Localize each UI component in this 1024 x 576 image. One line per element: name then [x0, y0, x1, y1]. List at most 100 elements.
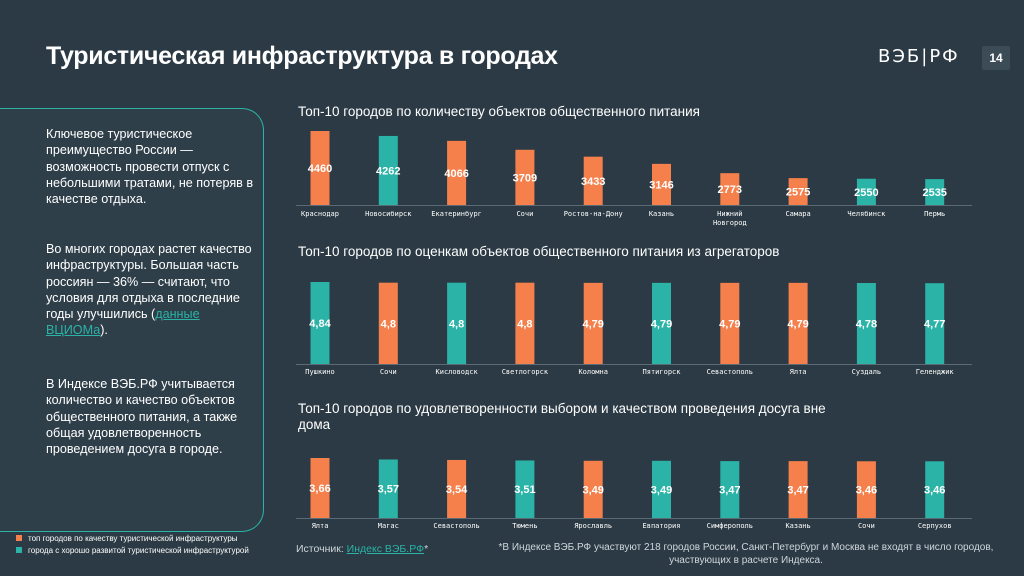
chart-1-bar — [310, 131, 330, 205]
chart-2-category-label: Севастополь — [707, 368, 753, 376]
chart-1-title: Топ-10 городов по количеству объектов об… — [298, 104, 700, 119]
legend: топ городов по качеству туристической ин… — [16, 532, 249, 556]
page-title: Туристическая инфраструктура в городах — [46, 42, 558, 70]
chart-1-value-label: 2575 — [786, 187, 810, 199]
chart-2-category-label: Геленджик — [916, 368, 955, 376]
source-suffix: * — [424, 543, 429, 555]
chart-3-bar — [310, 458, 330, 518]
chart-3-category-label: Тюмень — [512, 522, 537, 530]
legend-item-orange: топ городов по качеству туристической ин… — [16, 532, 249, 544]
chart-1-category-label: Новгород — [713, 219, 747, 227]
chart-3-category-label: Симферополь — [707, 522, 753, 530]
chart-3-bar — [447, 459, 467, 518]
chart-2-category-label: Пятигорск — [643, 368, 682, 376]
chart-3-category-label: Севастополь — [433, 522, 479, 530]
chart-2-value-label: 4,79 — [787, 318, 808, 330]
chart-3-bar — [583, 460, 603, 518]
chart-3-bar — [925, 461, 945, 518]
chart-1-value-label: 3146 — [649, 179, 673, 191]
chart-3-leisure-satisfaction: 3,66 Ялта 3,57 Магас 3,54 Севастополь 3,51 Тюме… — [296, 458, 972, 530]
chart-1-value-label: 4066 — [444, 168, 468, 180]
source-label: Источник: — [296, 543, 347, 555]
chart-3-value-label: 3,47 — [719, 485, 740, 497]
chart-1-category-label: Пермь — [924, 210, 945, 218]
chart-3-bar — [652, 460, 671, 518]
chart-1-bar — [515, 149, 535, 205]
chart-2-bar — [788, 282, 808, 364]
chart-1-value-label: 2773 — [718, 184, 742, 196]
info-paragraph-2-text: Во многих городах растет качество инфрас… — [46, 242, 252, 322]
chart-1-bar — [788, 178, 808, 205]
chart-2-bar — [447, 282, 467, 364]
chart-3-value-label: 3,49 — [582, 484, 603, 496]
chart-3-title: Топ-10 городов по удовлетворенности выбо… — [298, 401, 826, 432]
chart-3-value-label: 3,47 — [787, 485, 808, 497]
chart-1-bar — [925, 179, 945, 205]
chart-1-category-label: Нижний — [717, 210, 742, 218]
legend-swatch-orange — [16, 535, 22, 541]
info-paragraph-1: Ключевое туристическое преимущество Росс… — [46, 127, 254, 207]
chart-1-restaurants-count: 4460 Краснодар 4262 Новосибирск 4066 Екатерин… — [296, 131, 972, 227]
chart-3-value-label: 3,66 — [309, 483, 330, 495]
chart-3-category-label: Магас — [378, 522, 399, 530]
chart-1-bar — [583, 156, 603, 205]
chart-2-value-label: 4,78 — [856, 319, 877, 331]
legend-swatch-teal — [16, 547, 22, 553]
chart-2-category-label: Ялта — [790, 368, 807, 376]
chart-1-bar — [720, 173, 740, 205]
source-link[interactable]: Индекс ВЭБ.РФ — [346, 543, 425, 555]
chart-1-category-label: Ростов-на-Дону — [564, 210, 623, 218]
chart-2-bar — [720, 282, 740, 364]
chart-1-value-label: 3709 — [513, 172, 537, 184]
chart-2-value-label: 4,84 — [309, 318, 331, 330]
chart-3-value-label: 3,46 — [924, 485, 945, 497]
chart-2-value-label: 4,8 — [517, 318, 532, 330]
chart-1-category-label: Челябинск — [847, 210, 886, 218]
legend-item-teal: города с хорошо развитой туристической и… — [16, 544, 249, 556]
chart-1-category-label: Краснодар — [301, 210, 339, 218]
chart-1-value-label: 4460 — [308, 163, 332, 175]
info-paragraph-2: Во многих городах растет качество инфрас… — [46, 241, 256, 339]
chart-3-category-label: Ярославль — [574, 522, 612, 530]
chart-1-bar — [447, 140, 467, 205]
info-paragraph-2-end: ). — [100, 323, 108, 338]
chart-2-category-label: Кисловодск — [436, 368, 479, 376]
legend-label-orange: топ городов по качеству туристической ин… — [28, 533, 238, 543]
chart-2-bar — [378, 282, 398, 364]
chart-2-category-label: Светлогорск — [502, 368, 549, 376]
chart-2-bar — [652, 282, 671, 364]
chart-3-category-label: Евпатория — [643, 522, 681, 530]
chart-2-value-label: 4,8 — [449, 318, 464, 330]
info-paragraph-3: В Индексе ВЭБ.РФ учитывается количество … — [46, 377, 238, 457]
chart-1-category-label: Казань — [649, 210, 674, 218]
chart-2-value-label: 4,79 — [651, 318, 672, 330]
chart-3-bar — [788, 461, 808, 518]
chart-2-category-label: Суздаль — [852, 368, 882, 376]
chart-3-bar — [515, 460, 535, 518]
chart-2-value-label: 4,79 — [582, 318, 603, 330]
chart-1-value-label: 2535 — [922, 187, 946, 199]
chart-2-bar — [856, 283, 876, 364]
chart-1-value-label: 2550 — [854, 187, 878, 199]
footnote: *В Индексе ВЭБ.РФ участвуют 218 городов … — [498, 542, 994, 566]
chart-1-bar — [378, 135, 398, 205]
chart-3-category-label: Ялта — [312, 522, 329, 530]
chart-2-value-label: 4,77 — [924, 319, 945, 331]
chart-2-aggregator-ratings: 4,84 Пушкино 4,8 Сочи 4,8 Кисловодск 4,8 Светло… — [296, 282, 972, 376]
chart-3-category-label: Серпухов — [918, 522, 952, 530]
source-line: Источник: Индекс ВЭБ.РФ* — [296, 543, 428, 555]
chart-1-value-label: 3433 — [581, 176, 605, 188]
chart-1-category-label: Новосибирск — [365, 210, 412, 218]
chart-2-bar — [515, 282, 535, 364]
legend-label-teal: города с хорошо развитой туристической и… — [28, 545, 249, 555]
chart-3-bar — [856, 461, 876, 518]
chart-3-value-label: 3,57 — [378, 484, 399, 496]
vciom-data-link[interactable]: данные ВЦИОМа — [46, 307, 200, 338]
chart-1-category-label: Самара — [785, 210, 810, 218]
chart-3-bar — [378, 459, 398, 518]
chart-2-value-label: 4,79 — [719, 318, 740, 330]
chart-3-category-label: Сочи — [858, 522, 875, 530]
chart-3-value-label: 3,51 — [514, 484, 535, 496]
chart-1-value-label: 4262 — [376, 165, 400, 177]
chart-2-value-label: 4,8 — [381, 318, 396, 330]
